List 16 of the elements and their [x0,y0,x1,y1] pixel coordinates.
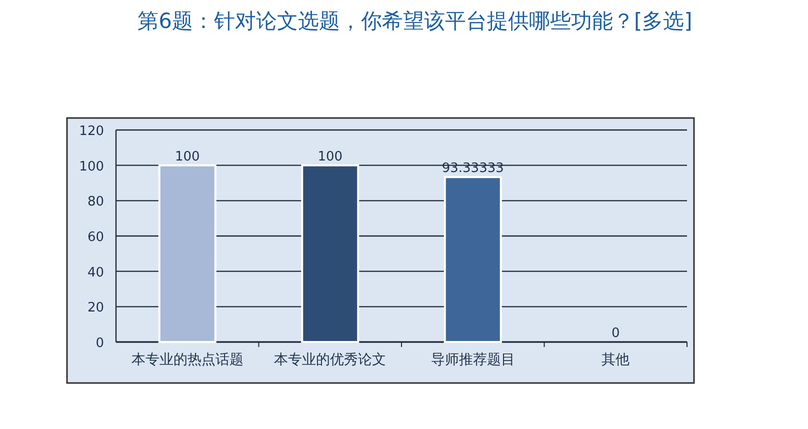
data-label: 100 [318,149,343,164]
data-label: 0 [611,326,620,341]
chart-title: 第6题：针对论文选题，你希望该平台提供哪些功能？[多选] [138,9,692,33]
y-tick-label: 40 [87,265,104,280]
y-tick-label: 60 [87,230,104,245]
x-tick-label: 本专业的热点话题 [131,352,244,368]
x-tick-label: 导师推荐题目 [430,352,515,368]
x-tick-label: 本专业的优秀论文 [274,352,386,368]
x-tick-label: 其他 [602,352,630,368]
y-tick-label: 20 [87,300,104,316]
data-label: 100 [174,149,200,164]
data-label: 93.33333 [442,161,504,176]
y-tick-label: 0 [96,336,104,351]
y-tick-label: 80 [87,194,104,210]
y-tick-label: 100 [79,159,104,174]
y-tick-label: 120 [79,124,104,139]
